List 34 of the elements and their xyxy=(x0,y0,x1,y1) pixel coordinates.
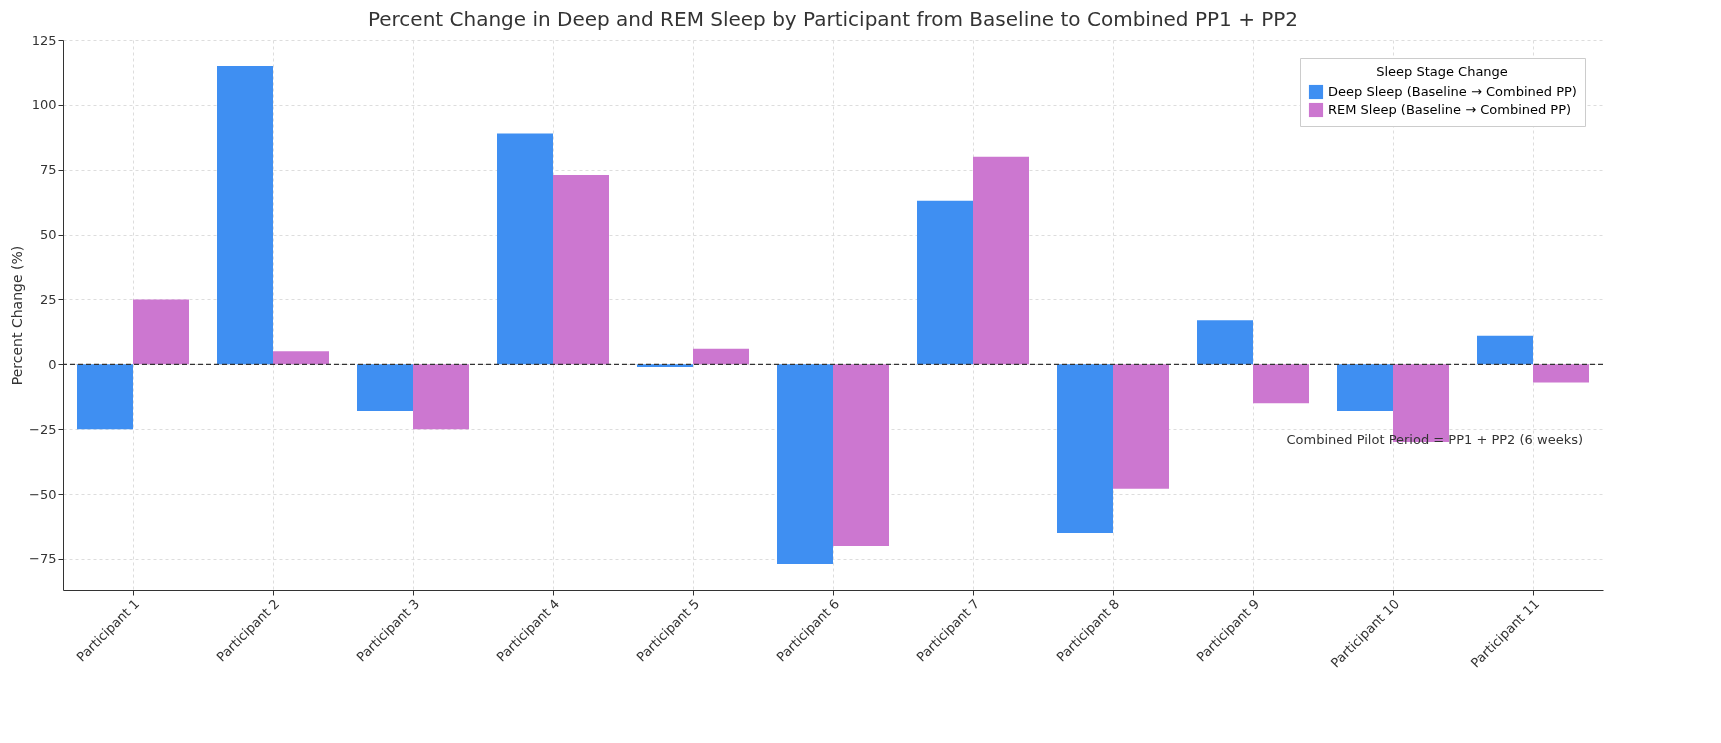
bar xyxy=(217,65,273,365)
bar xyxy=(777,364,833,565)
bar xyxy=(1057,364,1113,533)
legend-label: REM Sleep (Baseline → Combined PP) xyxy=(1328,102,1572,117)
bar xyxy=(497,133,553,365)
y-tick-label: 25 xyxy=(39,291,57,307)
y-tick-label: 125 xyxy=(31,32,57,48)
y-axis-title: Percent Change (%) xyxy=(9,245,26,386)
bar xyxy=(1533,364,1589,383)
chart-title: Percent Change in Deep and REM Sleep by Participant from Baseline to Combined PP1 + PP2 xyxy=(367,7,1299,31)
y-tick-label: 0 xyxy=(48,356,57,372)
y-tick-label: −25 xyxy=(29,421,57,437)
bar xyxy=(1113,364,1169,489)
bar xyxy=(413,364,469,430)
bar xyxy=(693,348,749,365)
bar xyxy=(833,364,889,546)
y-tick-label: −50 xyxy=(29,486,57,502)
bar xyxy=(553,174,609,365)
bar xyxy=(1197,320,1253,365)
legend-title: Sleep Stage Change xyxy=(1376,64,1508,79)
bar xyxy=(1477,335,1533,365)
legend-label: Deep Sleep (Baseline → Combined PP) xyxy=(1328,84,1577,99)
bar xyxy=(273,351,329,365)
bar xyxy=(1253,364,1309,404)
y-tick-label: 75 xyxy=(39,162,57,178)
bar xyxy=(1337,364,1393,411)
bar xyxy=(133,299,189,365)
bar xyxy=(77,364,133,430)
bar xyxy=(357,364,413,411)
y-tick-label: 50 xyxy=(39,227,57,243)
y-tick-label: 100 xyxy=(31,97,57,113)
bar xyxy=(973,156,1029,365)
y-tick-label: −75 xyxy=(29,551,57,567)
bar xyxy=(917,200,973,365)
